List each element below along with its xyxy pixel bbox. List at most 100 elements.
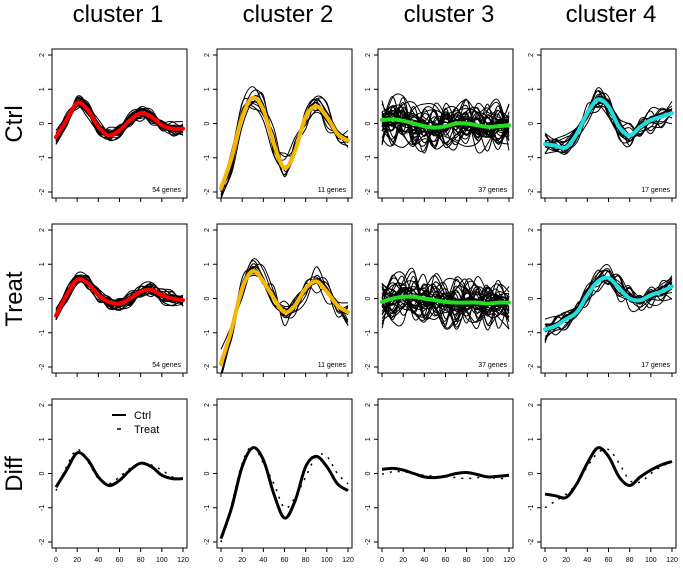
x-tick-label: 0 (543, 557, 547, 564)
row-title-diff: Diff (1, 456, 28, 492)
y-tick-label: -1 (39, 330, 46, 336)
y-tick-label: 0 (204, 471, 211, 475)
x-tick-label: 100 (156, 557, 168, 564)
y-tick-label: 0 (204, 296, 211, 300)
gene-count-label: 37 genes (478, 187, 507, 194)
y-tick-label: -2 (528, 189, 535, 195)
y-tick-label: -2 (528, 539, 535, 545)
x-tick-label: 0 (380, 557, 384, 564)
panel-treat-cluster-4: 2 1 0 -1 -2 17 genes (528, 223, 677, 377)
diff-treat-line (381, 470, 510, 480)
y-tick-label: 1 (39, 87, 46, 91)
y-tick-label: -1 (365, 505, 372, 511)
x-tick-label: 40 (94, 557, 102, 564)
y-tick-label: -1 (39, 505, 46, 511)
plot-area (54, 271, 185, 321)
gene-trace (381, 267, 510, 329)
y-tick-label: -1 (365, 155, 372, 161)
y-tick-label: 2 (204, 403, 211, 407)
cluster-mean-line (543, 275, 674, 332)
gene-trace (381, 110, 510, 144)
y-tick-label: 2 (39, 228, 46, 232)
x-tick-label: 120 (177, 557, 189, 564)
cluster-mean-line (380, 294, 511, 306)
gene-trace (381, 104, 510, 150)
x-tick-label: 80 (302, 557, 310, 564)
x-tick-label: 120 (666, 557, 678, 564)
panel-ctrl-cluster-1: 2 1 0 -1 -2 54 genes (39, 48, 188, 202)
y-tick-label: 1 (39, 437, 46, 441)
x-tick-label: 120 (503, 557, 515, 564)
gene-trace (544, 100, 673, 154)
diff-treat-line (544, 448, 673, 509)
panel-treat-cluster-1: 2 1 0 -1 -2 54 genes (39, 223, 188, 377)
y-tick-label: 1 (204, 437, 211, 441)
diff-ctrl-line (219, 446, 349, 540)
gene-trace (544, 90, 673, 152)
gene-trace (381, 112, 510, 148)
gene-trace (381, 280, 510, 317)
y-tick-label: 2 (39, 403, 46, 407)
y-tick-label: 2 (365, 403, 372, 407)
y-tick-label: 0 (528, 296, 535, 300)
gene-trace (381, 286, 510, 324)
panel-frame (540, 223, 677, 374)
gene-trace (544, 270, 673, 329)
x-tick-label: 20 (73, 557, 81, 564)
x-tick-label: 60 (442, 557, 450, 564)
x-tick-label: 100 (321, 557, 333, 564)
y-tick-label: -2 (39, 364, 46, 370)
plot-area (219, 445, 349, 543)
panel-ctrl-cluster-2: 2 1 0 -1 -2 11 genes (204, 48, 353, 202)
x-tick-label: 20 (562, 557, 570, 564)
y-tick-label: 0 (365, 121, 372, 125)
panel-frame (377, 398, 514, 549)
y-tick-label: 0 (39, 471, 46, 475)
y-tick-label: -1 (204, 330, 211, 336)
legend-ctrl-label: Ctrl (134, 410, 151, 422)
gene-trace (381, 102, 510, 138)
plot-area (54, 95, 185, 145)
y-tick-label: -1 (204, 155, 211, 161)
y-tick-label: -1 (204, 505, 211, 511)
gene-count-label: 54 genes (152, 187, 181, 194)
y-tick-label: -2 (39, 539, 46, 545)
y-tick-label: -2 (204, 539, 211, 545)
gene-trace (381, 283, 510, 323)
y-tick-label: -1 (528, 155, 535, 161)
gene-trace (381, 284, 510, 329)
cluster-mean-line (380, 117, 511, 130)
y-tick-label: 0 (365, 471, 372, 475)
panel-diff-cluster-1: 2 1 0 -1 -2 0 20 40 60 80 100 120 Ctrl Treat (39, 398, 189, 564)
y-tick-label: -1 (365, 330, 372, 336)
x-tick-label: 80 (463, 557, 471, 564)
panel-frame (51, 398, 188, 549)
gene-trace (381, 113, 510, 146)
panel-diff-cluster-3: 2 1 0 -1 -2 0 20 40 60 80 100 120 (365, 398, 515, 564)
x-tick-label: 0 (54, 557, 58, 564)
x-tick-label: 100 (482, 557, 494, 564)
y-tick-label: -2 (528, 364, 535, 370)
column-title-4: cluster 4 (566, 1, 657, 28)
x-tick-label: 80 (137, 557, 145, 564)
plot-area (380, 93, 511, 154)
plot-area (54, 448, 184, 491)
panel-treat-cluster-3: 2 1 0 -1 -2 37 genes (365, 223, 514, 377)
y-tick-label: -2 (365, 539, 372, 545)
plot-area (380, 267, 511, 331)
y-tick-label: 1 (204, 262, 211, 266)
y-tick-label: -1 (528, 330, 535, 336)
y-tick-label: 2 (365, 228, 372, 232)
y-tick-label: -2 (204, 364, 211, 370)
y-tick-label: 0 (528, 121, 535, 125)
x-tick-label: 20 (399, 557, 407, 564)
y-tick-label: 2 (528, 403, 535, 407)
titles-layer: cluster 1 cluster 2 cluster 3 cluster 4 … (1, 1, 656, 492)
row-title-treat: Treat (1, 271, 28, 326)
x-tick-label: 0 (219, 557, 223, 564)
gene-count-label: 54 genes (152, 362, 181, 369)
y-tick-label: 1 (365, 87, 372, 91)
column-title-1: cluster 1 (73, 1, 164, 28)
y-tick-label: 0 (528, 471, 535, 475)
